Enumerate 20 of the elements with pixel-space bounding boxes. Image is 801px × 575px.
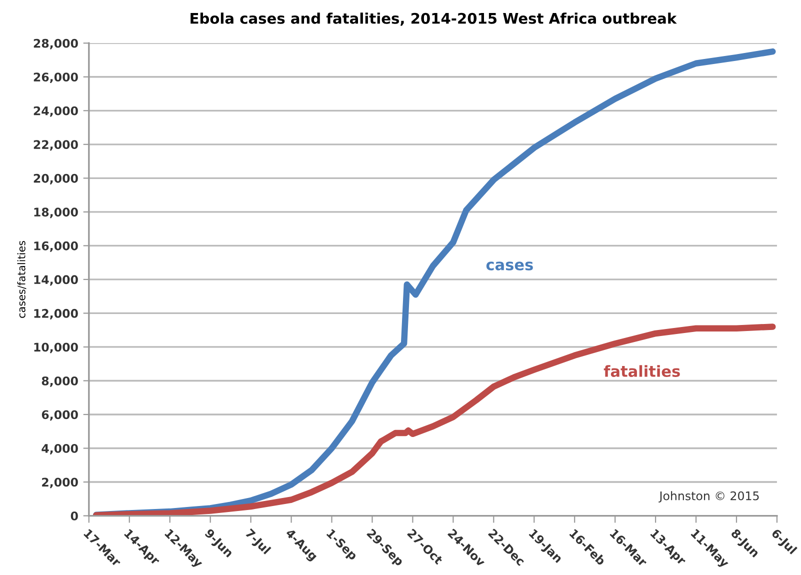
y-tick-label: 18,000 bbox=[34, 208, 78, 218]
y-tick-label: 0 bbox=[70, 512, 78, 520]
text: cases bbox=[486, 262, 533, 270]
y-tick-label: 8,000 bbox=[42, 376, 78, 387]
series-label: fatalities bbox=[604, 365, 680, 377]
y-tick-label: 12,000 bbox=[34, 308, 78, 320]
y-tick-label: 28,000 bbox=[34, 38, 78, 50]
y-tick-label: 16,000 bbox=[34, 241, 78, 252]
y-tick-label: 4,000 bbox=[42, 444, 78, 454]
y-axis-title: cases/fatalities bbox=[17, 240, 26, 318]
y-tick-label: 26,000 bbox=[34, 72, 78, 84]
y-tick-label: 2,000 bbox=[42, 478, 78, 488]
y-tick-label: 6,000 bbox=[42, 410, 78, 421]
y-tick-label: 22,000 bbox=[34, 140, 78, 151]
y-tick-label: 10,000 bbox=[34, 342, 78, 354]
y-tick-label: 14,000 bbox=[34, 275, 78, 286]
annotation: Johnston © 2015 bbox=[658, 491, 759, 502]
y-tick-label: 20,000 bbox=[34, 174, 78, 184]
chart-title: Ebola cases and fatalities, 2014-2015 West Africa outbreak bbox=[190, 12, 677, 26]
y-tick-label: 24,000 bbox=[34, 106, 78, 117]
